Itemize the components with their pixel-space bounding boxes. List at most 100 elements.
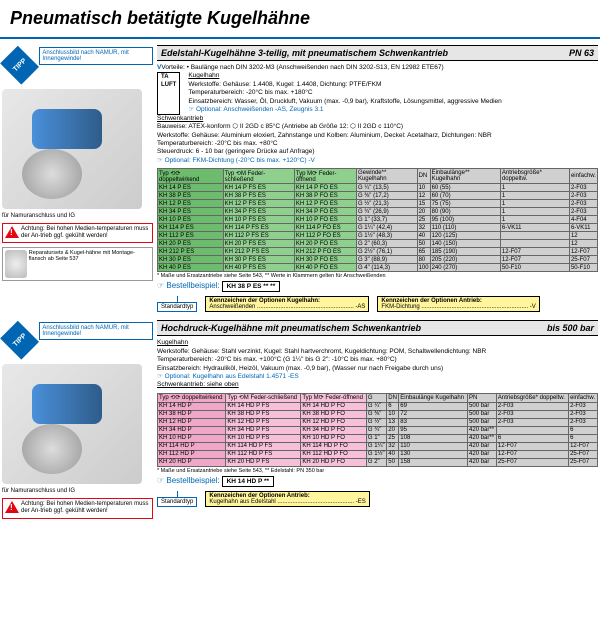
callout-optk-1: Kennzeichen der Optionen Kugelhahn:Ansch… (205, 296, 369, 312)
cell: KH 14 P FO ES (294, 184, 356, 192)
col-header: G (366, 393, 386, 402)
cell: 83 (399, 418, 468, 426)
cell: KH 12 HD P (158, 418, 226, 426)
cell: 65 (417, 248, 430, 256)
cell: KH 10 HD P FO (301, 434, 367, 442)
cell: KH 30 P FO ES (294, 256, 356, 264)
section-2: TIPP Anschlussbild nach NAMUR, mit Innen… (0, 318, 600, 524)
cell: 1 (500, 216, 569, 224)
spec2-einsatz: Einsatzbereich: Hydrauliköl, Heizöl, Vak… (157, 365, 598, 373)
cell: 10 (417, 184, 430, 192)
col-header: Gewinde** Kugelhahn (356, 169, 417, 184)
spec-einsatz: Einsatzbereich: Wasser, Öl, Druckluft, V… (188, 98, 501, 106)
repair-box: Reparatursets & Kugel-hähne mit Montage-… (2, 247, 153, 281)
cell: 420 bar** (468, 434, 497, 442)
cell: 12-F07 (569, 248, 597, 256)
spec-werkstoffe2: Werkstoffe: Gehäuse: Aluminium eloxiert,… (157, 132, 598, 140)
cell: KH 20 HD P FO (301, 458, 367, 466)
spec-temp: Temperaturbereich: -20°C bis max. +180°C (188, 89, 501, 97)
cell: 1 (500, 192, 569, 200)
cell: 95 (399, 426, 468, 434)
cell: 6 (569, 426, 598, 434)
cell: 25-F07 (496, 458, 568, 466)
cell: KH 114 HD P FS (226, 442, 301, 450)
cell: 25 (387, 434, 399, 442)
cell: KH 12 P FS ES (223, 200, 294, 208)
cell: 2-F03 (569, 208, 597, 216)
left-column-2: TIPP Anschlussbild nach NAMUR, mit Innen… (0, 318, 155, 524)
col-header: PN (468, 393, 497, 402)
table-note-1: * Maße und Ersatzantriebe siehe Seite 54… (157, 273, 598, 279)
cell: 120 (125) (430, 232, 500, 240)
cell: G ⅜" (366, 410, 386, 418)
spec-vorteile: Vorteile: • Baulänge nach DIN 3202-M3 (A… (161, 64, 443, 71)
col-header: einfachw. (569, 393, 598, 402)
cell: 500 bar (468, 410, 497, 418)
cell: KH 40 P FO ES (294, 264, 356, 272)
callout-area-1: Standardtyp Kennzeichen der Optionen Kug… (157, 296, 598, 312)
cell: KH 212 P FS ES (223, 248, 294, 256)
cell: KH 20 P FO ES (294, 240, 356, 248)
cell: KH 38 P FS ES (223, 192, 294, 200)
cell: 12 (417, 192, 430, 200)
cell: KH 12 P FO ES (294, 200, 356, 208)
cell: KH 112 P FS ES (223, 232, 294, 240)
cell: 2-F03 (496, 410, 568, 418)
cell: 108 (399, 434, 468, 442)
cell: G ¼" (13,5) (356, 184, 417, 192)
section-title-2: Hochdruck-Kugelhähne mit pneumatischem S… (161, 323, 421, 333)
specs-1: VVorteile: • Baulänge nach DIN 3202-M3 (… (157, 61, 598, 168)
cell: G 3" (88,9) (356, 256, 417, 264)
ta-luft-badge: TALUFT (157, 72, 180, 114)
col-header: Typ ⟲⟳ doppeltwirkend (158, 169, 224, 184)
cell: G 1" (366, 434, 386, 442)
cell: 12-F07 (500, 248, 569, 256)
cell: 25-F07 (569, 458, 598, 466)
cell: G ¼" (366, 402, 386, 410)
right-column-2: Hochdruck-Kugelhähne mit pneumatischem S… (155, 318, 600, 524)
cell: 130 (399, 450, 468, 458)
cell: KH 34 P FS ES (223, 208, 294, 216)
bestell-sample-2: KH 14 HD P ** (222, 476, 275, 487)
cell: 50 (417, 240, 430, 248)
cell: KH 12 HD P FS (226, 418, 301, 426)
cell: 95 (100) (430, 216, 500, 224)
cell: 4-F04 (569, 216, 597, 224)
cell: 6 (569, 434, 598, 442)
cell: KH 14 HD P FO (301, 402, 367, 410)
table-note-2: * Maße und Ersatzantriebe siehe Seite 54… (157, 468, 598, 474)
specs-2: Kugelhahn Werkstoffe: Gehäuse: Stahl ver… (157, 336, 598, 393)
cell: 6-VK11 (569, 224, 597, 232)
cell: KH 38 P ES (158, 192, 224, 200)
cell: 13 (387, 418, 399, 426)
left-column-1: TIPP Anschlussbild nach NAMUR, mit Innen… (0, 43, 155, 314)
cell: 50-F10 (569, 264, 597, 272)
cell: KH 14 HD P (158, 402, 226, 410)
cell: KH 112 HD P FO (301, 450, 367, 458)
cell: KH 30 P ES (158, 256, 224, 264)
cell: 1 (500, 184, 569, 192)
cell: KH 114 P FS ES (223, 224, 294, 232)
cell: 10 (387, 410, 399, 418)
cell: KH 10 P FO ES (294, 216, 356, 224)
namur-note-2: Anschlussbild nach NAMUR, mit Innengewin… (39, 322, 153, 340)
col-header: Antriebsgröße* doppeltw. (496, 393, 568, 402)
callout-std-1: Standardtyp (157, 302, 197, 312)
tipp-badge-1: TIPP (0, 45, 39, 84)
cell: KH 40 P ES (158, 264, 224, 272)
namur-note-1: Anschlussbild nach NAMUR, mit Innengewin… (39, 47, 153, 65)
callout-std-2: Standardtyp (157, 497, 197, 507)
cell: KH 20 HD P FS (226, 458, 301, 466)
col-header: Typ ⟲⟳ doppeltwirkend (158, 393, 226, 402)
cell: 60 (55) (430, 184, 500, 192)
image-caption-2: für Namuranschluss und IG (2, 488, 153, 494)
table-2: Typ ⟲⟳ doppeltwirkendTyp ⟲M Feder-schlie… (157, 393, 598, 467)
section-1: TIPP Anschlussbild nach NAMUR, mit Innen… (0, 43, 600, 314)
cell: 6 (387, 402, 399, 410)
cell: KH 20 P ES (158, 240, 224, 248)
cell: 500 bar (468, 418, 497, 426)
cell: KH 40 P FS ES (223, 264, 294, 272)
cell: 32 (417, 224, 430, 232)
cell: KH 38 HD P FO (301, 410, 367, 418)
cell: KH 114 P FO ES (294, 224, 356, 232)
